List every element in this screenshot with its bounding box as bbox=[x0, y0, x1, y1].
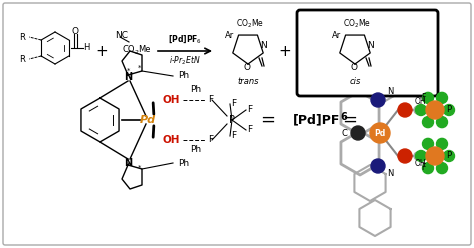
Text: [Pd]PF$_6$: [Pd]PF$_6$ bbox=[168, 33, 202, 45]
Text: N: N bbox=[124, 158, 132, 168]
Text: *: * bbox=[138, 65, 142, 71]
Text: F: F bbox=[421, 93, 425, 102]
Text: F: F bbox=[208, 95, 213, 104]
Text: =: = bbox=[343, 111, 357, 129]
Text: P: P bbox=[447, 105, 452, 115]
Circle shape bbox=[398, 103, 412, 117]
Text: CO$_2$Me: CO$_2$Me bbox=[236, 18, 264, 30]
Text: +: + bbox=[279, 43, 292, 59]
Text: Ph: Ph bbox=[190, 86, 201, 94]
Text: =: = bbox=[261, 111, 275, 129]
Text: N: N bbox=[124, 72, 132, 82]
Circle shape bbox=[422, 92, 434, 103]
Circle shape bbox=[371, 93, 385, 107]
Text: F: F bbox=[231, 131, 236, 141]
Text: OH: OH bbox=[415, 97, 427, 106]
Circle shape bbox=[398, 149, 412, 163]
Text: N: N bbox=[368, 40, 374, 50]
Circle shape bbox=[426, 101, 444, 119]
Circle shape bbox=[437, 138, 447, 149]
Text: Ar: Ar bbox=[225, 31, 235, 40]
Text: NC: NC bbox=[115, 31, 128, 39]
Text: 6: 6 bbox=[340, 112, 347, 122]
Text: P: P bbox=[229, 115, 235, 125]
Circle shape bbox=[416, 104, 427, 116]
FancyBboxPatch shape bbox=[297, 10, 438, 96]
Text: N: N bbox=[387, 169, 393, 179]
Circle shape bbox=[444, 151, 455, 161]
Text: trans: trans bbox=[237, 77, 259, 87]
Text: *: * bbox=[128, 162, 131, 168]
Text: F: F bbox=[247, 125, 252, 134]
Text: Ar: Ar bbox=[332, 31, 342, 40]
Circle shape bbox=[437, 163, 447, 174]
Text: OH: OH bbox=[163, 135, 181, 145]
Text: R: R bbox=[19, 55, 25, 63]
Text: R: R bbox=[19, 32, 25, 41]
Circle shape bbox=[371, 159, 385, 173]
Text: F: F bbox=[421, 163, 425, 173]
Text: Ph: Ph bbox=[178, 71, 189, 81]
Text: Pd: Pd bbox=[374, 128, 386, 137]
Text: P: P bbox=[447, 152, 452, 160]
Text: O: O bbox=[72, 27, 79, 35]
Text: Me: Me bbox=[138, 44, 151, 54]
Text: OH: OH bbox=[163, 95, 181, 105]
Text: C: C bbox=[341, 128, 347, 137]
Circle shape bbox=[437, 92, 447, 103]
Text: Pd: Pd bbox=[140, 115, 156, 125]
Circle shape bbox=[414, 106, 422, 114]
Text: *: * bbox=[138, 165, 142, 171]
Circle shape bbox=[422, 163, 434, 174]
Circle shape bbox=[426, 147, 444, 165]
Circle shape bbox=[437, 117, 447, 128]
Circle shape bbox=[351, 126, 365, 140]
FancyBboxPatch shape bbox=[3, 3, 471, 245]
Text: 2: 2 bbox=[135, 50, 139, 55]
Text: F: F bbox=[208, 135, 213, 145]
Circle shape bbox=[370, 123, 390, 143]
Text: Ph: Ph bbox=[190, 145, 201, 154]
Text: O: O bbox=[244, 63, 250, 72]
Text: $i$-Pr$_2$EtN: $i$-Pr$_2$EtN bbox=[169, 55, 201, 67]
Text: N: N bbox=[387, 88, 393, 96]
Text: [Pd]PF: [Pd]PF bbox=[293, 114, 340, 126]
Text: O: O bbox=[350, 63, 357, 72]
Text: +: + bbox=[96, 43, 109, 59]
Circle shape bbox=[414, 152, 422, 160]
Circle shape bbox=[422, 117, 434, 128]
Text: OH: OH bbox=[415, 159, 427, 168]
Circle shape bbox=[422, 138, 434, 149]
Circle shape bbox=[416, 151, 427, 161]
Text: cis: cis bbox=[349, 77, 361, 87]
Text: F: F bbox=[231, 99, 236, 109]
Text: Ph: Ph bbox=[178, 158, 189, 167]
Text: *: * bbox=[128, 68, 131, 74]
Text: N: N bbox=[261, 40, 267, 50]
Text: H: H bbox=[83, 43, 90, 53]
Text: F: F bbox=[247, 105, 252, 115]
Circle shape bbox=[444, 104, 455, 116]
Text: CO: CO bbox=[123, 44, 136, 54]
Text: CO$_2$Me: CO$_2$Me bbox=[343, 18, 371, 30]
